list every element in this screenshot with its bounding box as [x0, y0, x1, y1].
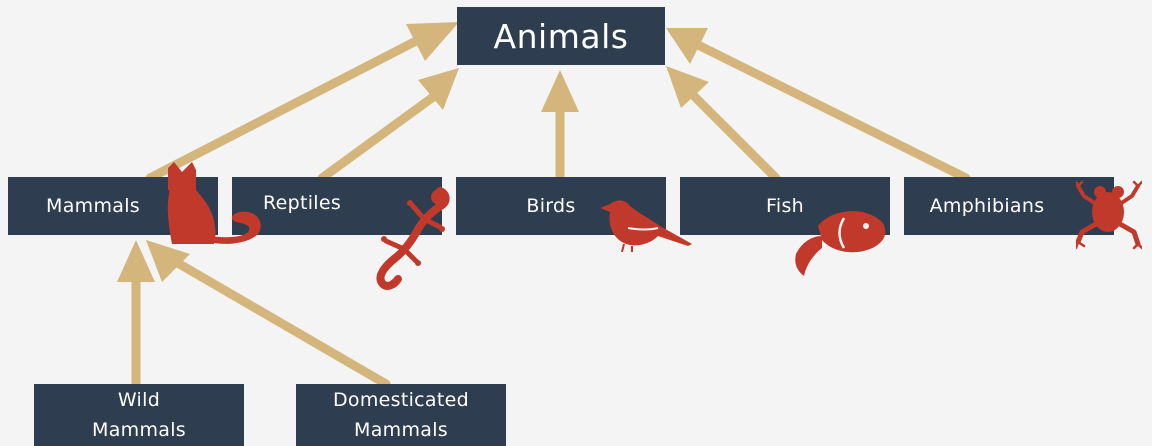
arrow-fish-to-animals [689, 91, 781, 183]
arrowhead-fish [666, 66, 709, 108]
node-fish-label: Fish [766, 195, 804, 217]
arrowhead-wild [117, 240, 155, 282]
arrow-reptiles-to-animals [317, 87, 445, 183]
node-wild-mammals: Wild Mammals [34, 384, 244, 446]
arrowhead-reptiles [418, 68, 459, 110]
arrowhead-amphibians [666, 28, 708, 64]
arrow-domesticated-to-mammals [171, 257, 391, 389]
node-birds-label: Birds [526, 195, 576, 217]
cat-icon [167, 162, 261, 244]
node-reptiles-label: Reptiles [262, 192, 342, 214]
bird-icon [600, 200, 692, 252]
arrowhead-birds [541, 70, 579, 112]
arrowhead-mammals [406, 22, 459, 61]
node-birds: Birds [456, 177, 666, 235]
arrow-mammals-to-animals [145, 35, 423, 183]
arrow-amphibians-to-animals [691, 39, 971, 183]
node-domesticated-mammals-label: Domesticated Mammals [333, 389, 469, 441]
lizard-icon [376, 187, 450, 290]
node-animals-label: Animals [493, 16, 629, 56]
node-amphibians-label: Amphibians [929, 195, 1045, 217]
node-reptiles: Reptiles [232, 177, 442, 235]
frog-icon [1076, 180, 1142, 250]
node-wild-mammals-label: Wild Mammals [92, 389, 186, 441]
node-mammals-label: Mammals [46, 195, 140, 217]
arrowhead-domesticated [146, 240, 190, 282]
node-domesticated-mammals: Domesticated Mammals [296, 384, 506, 446]
node-animals: Animals [457, 7, 665, 65]
fish-icon [795, 211, 886, 276]
